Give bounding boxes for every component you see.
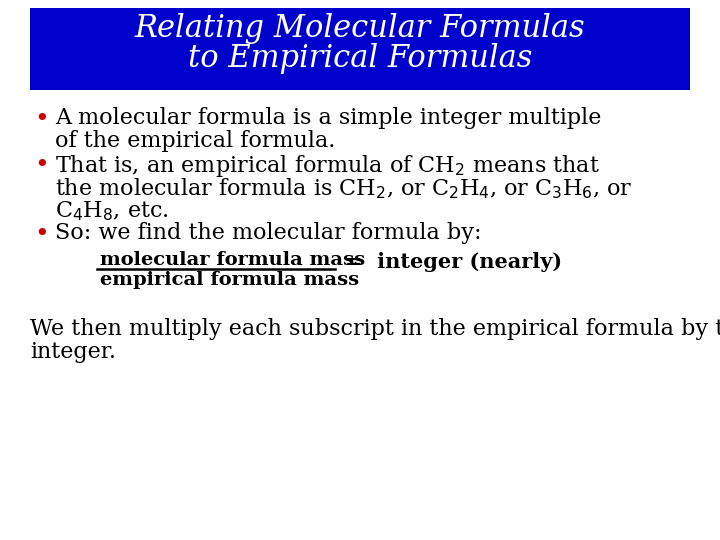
Text: molecular formula mass: molecular formula mass xyxy=(100,251,365,269)
FancyBboxPatch shape xyxy=(30,8,690,90)
Text: •: • xyxy=(34,108,49,131)
Text: empirical formula mass: empirical formula mass xyxy=(100,271,359,289)
Text: A molecular formula is a simple integer multiple: A molecular formula is a simple integer … xyxy=(55,107,601,129)
Text: the molecular formula is CH$_2$, or C$_2$H$_4$, or C$_3$H$_6$, or: the molecular formula is CH$_2$, or C$_2… xyxy=(55,176,632,200)
Text: •: • xyxy=(34,223,49,246)
Text: •: • xyxy=(34,154,49,177)
Text: of the empirical formula.: of the empirical formula. xyxy=(55,130,336,152)
Text: So: we find the molecular formula by:: So: we find the molecular formula by: xyxy=(55,222,482,244)
Text: We then multiply each subscript in the empirical formula by the: We then multiply each subscript in the e… xyxy=(30,318,720,340)
Text: That is, an empirical formula of CH$_2$ means that: That is, an empirical formula of CH$_2$ … xyxy=(55,153,600,179)
Text: to Empirical Formulas: to Empirical Formulas xyxy=(188,44,532,75)
Text: =  integer (nearly): = integer (nearly) xyxy=(345,252,562,272)
Text: C$_4$H$_8$, etc.: C$_4$H$_8$, etc. xyxy=(55,199,168,222)
Text: Relating Molecular Formulas: Relating Molecular Formulas xyxy=(135,14,585,44)
Text: integer.: integer. xyxy=(30,341,116,363)
